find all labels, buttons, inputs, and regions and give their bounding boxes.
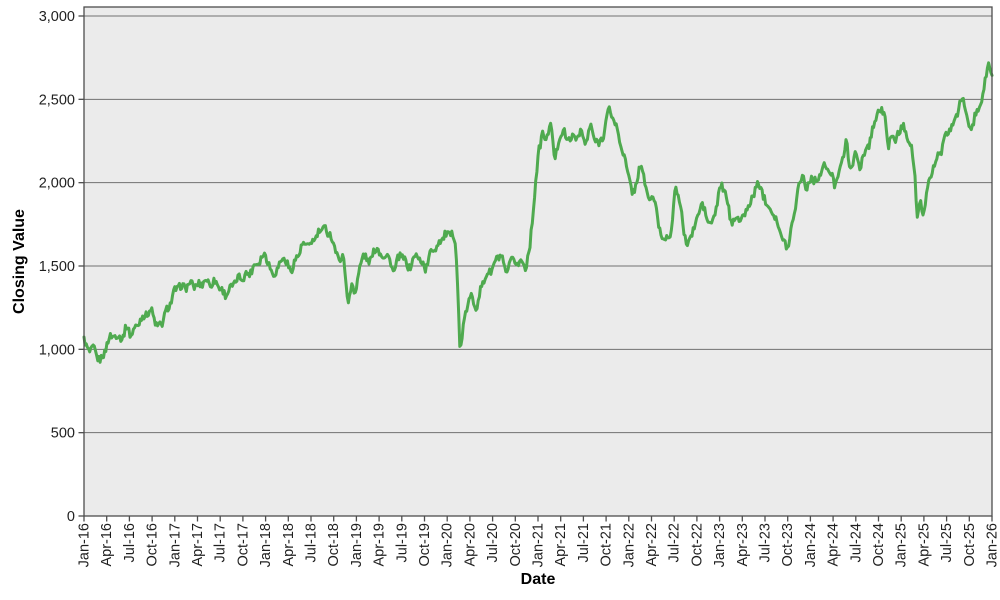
x-tick-label: Oct-21 <box>599 523 615 567</box>
x-tick-label: Jan-19 <box>349 523 365 567</box>
x-tick-label: Apr-18 <box>281 523 297 567</box>
gridlines <box>84 15 992 434</box>
x-tick-label: Apr-20 <box>462 523 478 567</box>
x-tick-label: Jan-16 <box>77 523 93 567</box>
x-tick-label: Jul-24 <box>848 523 864 563</box>
x-tick-label: Jan-26 <box>985 523 1000 567</box>
x-tick-label: Oct-24 <box>871 523 887 567</box>
y-tick-label: 1,000 <box>39 342 75 358</box>
x-axis-ticks: Jan-16 Apr-16 Jul-16 Oct-16 Jan-17 Apr-17 Jul-… <box>77 516 1000 567</box>
x-tick-label: Apr-19 <box>372 523 388 567</box>
x-tick-label: Jul-22 <box>667 523 683 563</box>
x-tick-label: Jan-25 <box>894 523 910 567</box>
x-tick-label: Oct-22 <box>689 523 705 567</box>
x-tick-label: Jan-18 <box>258 523 274 567</box>
closing-value-series <box>82 61 994 364</box>
y-tick-label: 1,500 <box>39 259 75 275</box>
x-tick-label: Oct-20 <box>508 523 524 567</box>
x-tick-label: Apr-17 <box>190 523 206 567</box>
x-tick-label: Jan-22 <box>621 523 637 567</box>
x-tick-label: Jan-20 <box>440 523 456 567</box>
x-tick-label: Apr-22 <box>644 523 660 567</box>
x-tick-label: Jul-18 <box>304 523 320 563</box>
x-tick-label: Apr-23 <box>735 523 751 567</box>
x-tick-label: Apr-25 <box>916 523 932 567</box>
y-axis-ticks: 0 500 1,000 1,500 2,000 2,500 3,000 <box>39 9 84 525</box>
x-tick-label: Jan-24 <box>803 523 819 567</box>
x-tick-label: Apr-24 <box>826 523 842 567</box>
y-axis-title: Closing Value <box>11 209 28 314</box>
x-tick-label: Jan-17 <box>167 523 183 567</box>
x-tick-label: Jul-23 <box>758 523 774 563</box>
y-tick-label: 0 <box>67 509 75 525</box>
plot-area <box>84 7 992 516</box>
y-tick-label: 2,000 <box>39 176 75 192</box>
x-tick-label: Oct-17 <box>235 523 251 567</box>
y-tick-label: 2,500 <box>39 92 75 108</box>
x-tick-label: Oct-19 <box>417 523 433 567</box>
x-tick-label: Jul-20 <box>485 523 501 563</box>
x-tick-label: Jan-21 <box>531 523 547 567</box>
x-tick-label: Jul-25 <box>939 523 955 563</box>
y-tick-label: 3,000 <box>39 9 75 25</box>
x-tick-label: Oct-23 <box>780 523 796 567</box>
x-tick-label: Jul-17 <box>213 523 229 563</box>
x-axis-title: Date <box>521 571 556 588</box>
y-tick-label: 500 <box>51 426 75 442</box>
x-tick-label: Apr-16 <box>99 523 115 567</box>
x-tick-label: Jul-21 <box>576 523 592 563</box>
x-tick-label: Jul-19 <box>394 523 410 563</box>
x-tick-label: Jul-16 <box>122 523 138 563</box>
x-tick-label: Apr-21 <box>553 523 569 567</box>
x-tick-label: Jan-23 <box>712 523 728 567</box>
x-tick-label: Oct-25 <box>962 523 978 567</box>
x-tick-label: Oct-18 <box>326 523 342 567</box>
x-tick-label: Oct-16 <box>145 523 161 567</box>
